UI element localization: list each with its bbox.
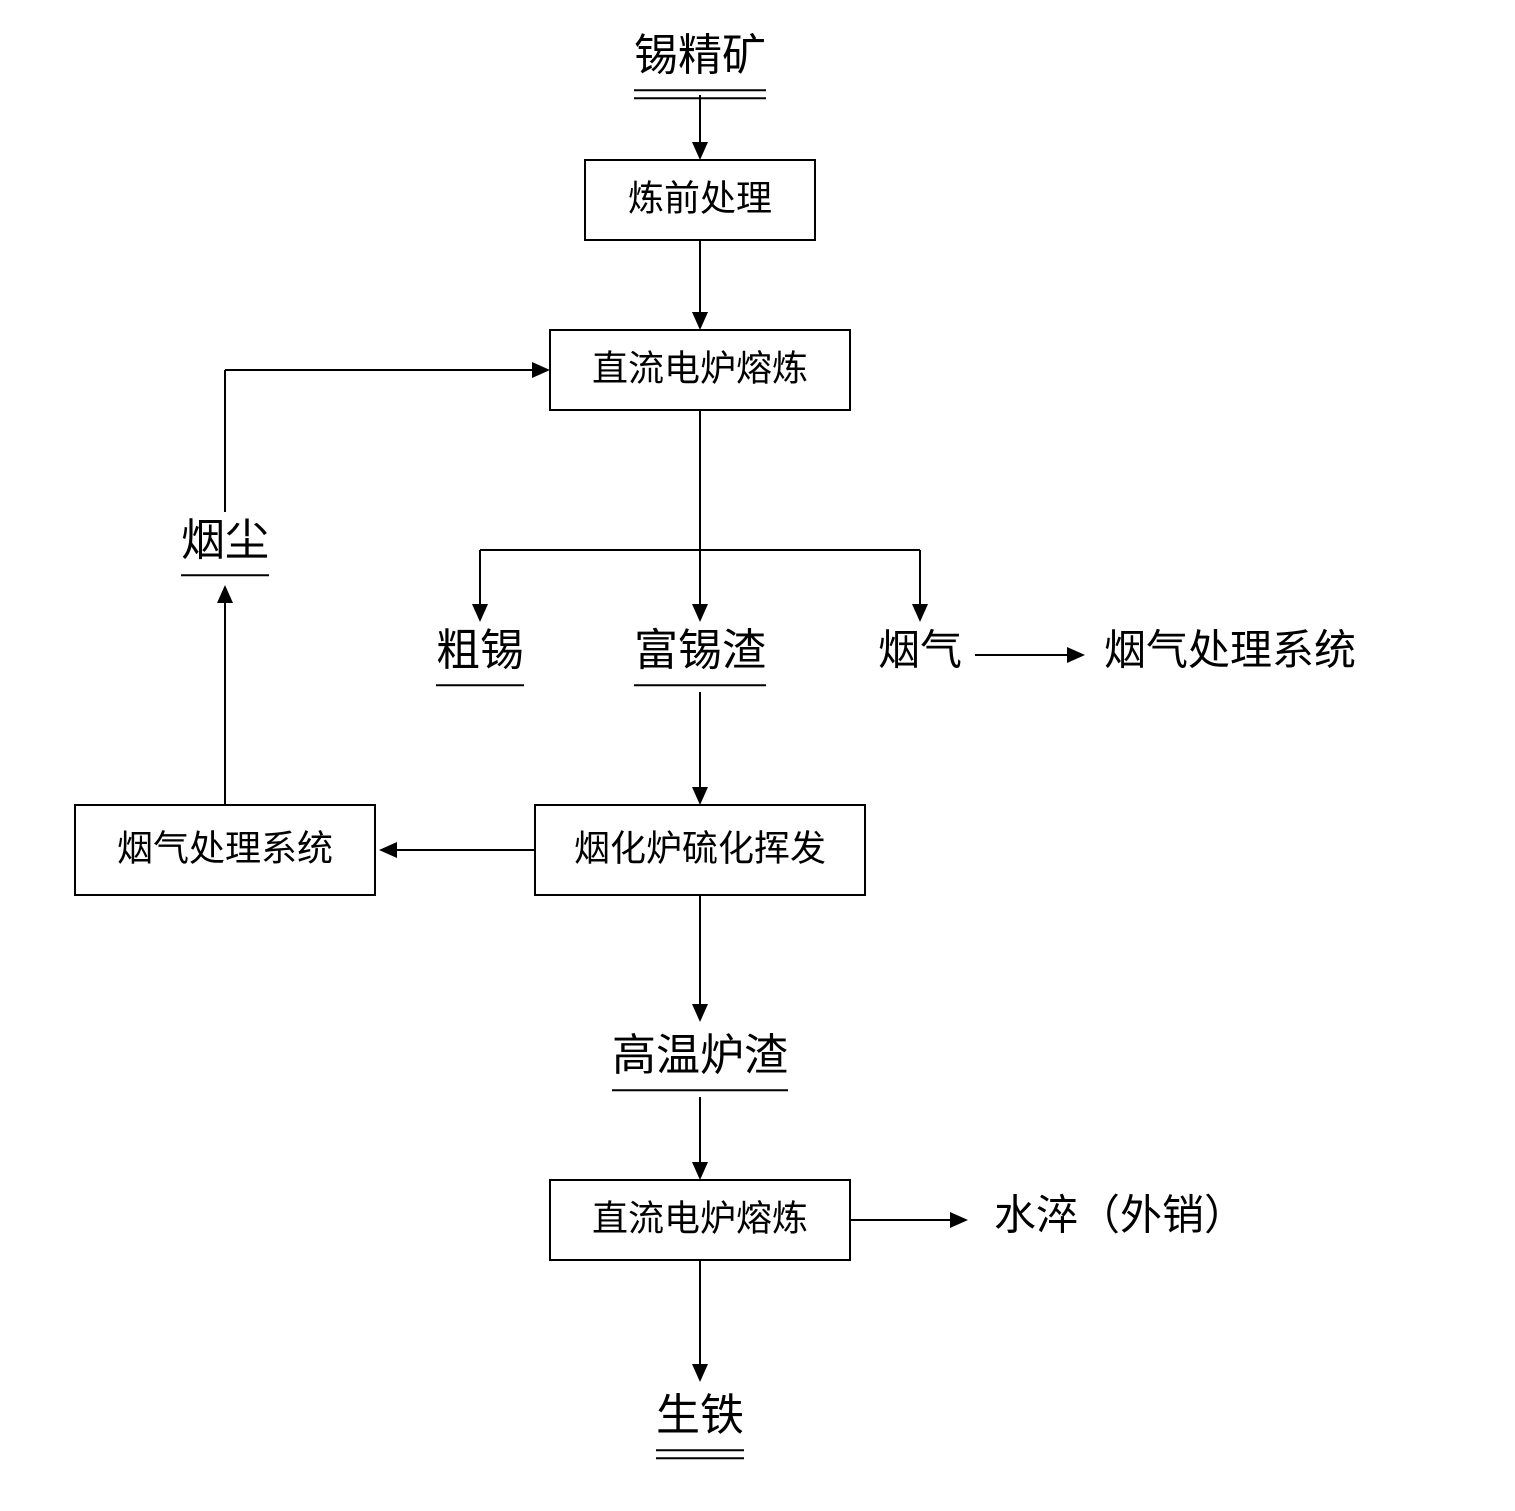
node-pig_iron: 生铁 <box>656 1391 744 1458</box>
crude_tin-label: 粗锡 <box>436 626 524 675</box>
flue_gas-label: 烟气 <box>878 629 962 675</box>
pig_iron-label: 生铁 <box>656 1391 744 1440</box>
node-hot_slag: 高温炉渣 <box>612 1031 788 1090</box>
node-flue_gas: 烟气 <box>878 629 962 675</box>
node-crude_tin: 粗锡 <box>436 626 524 685</box>
node-dc_furnace_1: 直流电炉熔炼 <box>550 330 850 410</box>
flue_gas_sys_l-label: 烟气处理系统 <box>117 828 333 868</box>
node-dust: 烟尘 <box>181 516 269 575</box>
node-fuming: 烟化炉硫化挥发 <box>535 805 865 895</box>
node-quench: 水淬（外销） <box>994 1193 1246 1240</box>
fuming-label: 烟化炉硫化挥发 <box>574 828 826 868</box>
quench-label: 水淬（外销） <box>994 1193 1246 1240</box>
node-flue_gas_sys_l: 烟气处理系统 <box>75 805 375 895</box>
flue_gas_sys_r-label: 烟气处理系统 <box>1104 629 1356 675</box>
node-tin_concentrate: 锡精矿 <box>634 31 766 98</box>
dc_furnace_1-label: 直流电炉熔炼 <box>592 348 808 388</box>
node-dc_furnace_2: 直流电炉熔炼 <box>550 1180 850 1260</box>
pretreatment-label: 炼前处理 <box>628 178 772 218</box>
hot_slag-label: 高温炉渣 <box>612 1031 788 1080</box>
tin_concentrate-label: 锡精矿 <box>634 31 766 80</box>
node-rich_slag: 富锡渣 <box>634 626 766 685</box>
dc_furnace_2-label: 直流电炉熔炼 <box>592 1198 808 1238</box>
dust-label: 烟尘 <box>181 516 269 565</box>
rich_slag-label: 富锡渣 <box>634 626 766 675</box>
node-flue_gas_sys_r: 烟气处理系统 <box>1104 629 1356 675</box>
node-pretreatment: 炼前处理 <box>585 160 815 240</box>
